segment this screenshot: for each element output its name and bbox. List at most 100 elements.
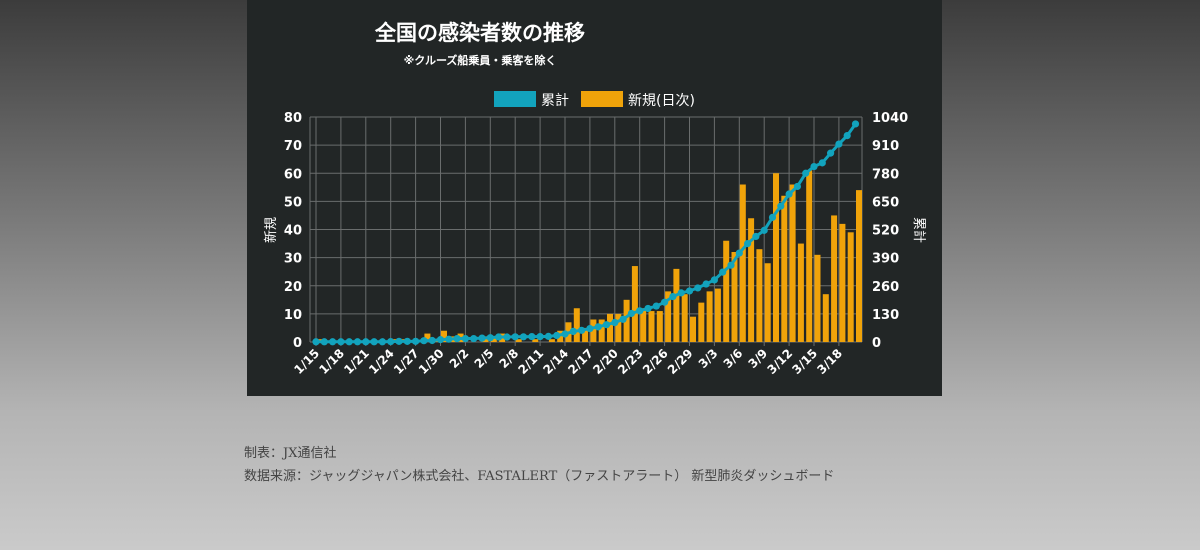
bar-new-2/28	[681, 294, 688, 342]
point-cumulative-3/11	[777, 202, 785, 210]
bar-new-1/28	[424, 333, 431, 342]
point-cumulative-1/30	[436, 336, 445, 344]
bar-new-3/6	[739, 184, 746, 342]
x-tick-label: 3/12	[765, 346, 796, 377]
bar-new-3/11	[781, 195, 788, 342]
bar-new-3/16	[822, 294, 829, 342]
point-cumulative-2/7	[503, 333, 511, 341]
point-cumulative-1/25	[395, 337, 403, 345]
footer-source: 数据来源：ジャッグジャパン株式会社、FASTALERT（ファストアラート） 新型…	[244, 469, 835, 484]
footer-credit: 制表：JX通信社	[244, 446, 337, 461]
legend-swatch-new	[581, 91, 623, 107]
y-right-tick-label: 1040	[872, 111, 908, 126]
point-cumulative-2/10	[528, 332, 536, 341]
legend-label-new: 新規(日次)	[628, 93, 695, 109]
bar-new-3/18	[839, 223, 846, 342]
x-tick-label: 1/18	[316, 346, 347, 377]
bar-new-2/24	[648, 311, 655, 342]
point-cumulative-3/19	[843, 132, 851, 140]
bar-new-2/21	[623, 299, 630, 342]
point-cumulative-2/3	[470, 334, 478, 343]
point-cumulative-3/14	[802, 169, 810, 177]
x-tick-label: 3/6	[721, 346, 746, 371]
bar-new-3/9	[764, 263, 771, 342]
point-cumulative-2/29	[685, 287, 694, 295]
chart-panel: 全国の感染者数の推移 ※クルーズ船乗員・乗客を除く 累計 新規(日次) 新規 累…	[247, 0, 942, 396]
point-cumulative-2/15	[569, 327, 577, 335]
y-right-tick-label: 130	[872, 308, 899, 323]
point-cumulative-2/27	[669, 292, 677, 301]
point-cumulative-3/20	[851, 120, 860, 128]
x-tick-label: 2/20	[590, 346, 621, 377]
point-cumulative-2/14	[561, 330, 569, 338]
point-cumulative-2/8	[511, 333, 519, 341]
x-tick-label: 2/5	[472, 346, 497, 371]
point-cumulative-1/18	[337, 338, 345, 346]
bar-new-3/4	[723, 240, 730, 342]
point-cumulative-2/24	[644, 304, 652, 313]
bar-new-3/7	[748, 218, 755, 342]
bar-new-3/15	[814, 254, 821, 342]
bar-new-3/2	[706, 291, 713, 342]
point-cumulative-2/18	[594, 323, 602, 331]
point-cumulative-3/12	[785, 190, 793, 198]
y-right-tick-label: 390	[872, 252, 899, 267]
bar-new-2/22	[631, 266, 638, 342]
point-cumulative-3/8	[752, 232, 760, 241]
point-cumulative-1/28	[420, 337, 428, 345]
point-cumulative-2/9	[519, 333, 528, 341]
point-cumulative-2/22	[627, 309, 635, 318]
point-cumulative-2/2	[461, 334, 469, 343]
bar-new-2/18	[598, 319, 605, 342]
point-cumulative-2/20	[611, 318, 619, 327]
bar-new-2/26	[665, 291, 672, 342]
bar-new-3/10	[773, 173, 779, 342]
point-cumulative-2/5	[486, 334, 494, 342]
point-cumulative-2/23	[636, 307, 644, 315]
bar-new-2/23	[640, 308, 647, 342]
y-left-tick-label: 60	[284, 167, 302, 182]
bar-new-3/17	[831, 215, 838, 342]
point-cumulative-3/9	[760, 226, 768, 234]
point-cumulative-1/29	[428, 336, 436, 345]
y-axis-right-label: 累計	[911, 217, 927, 243]
x-tick-label: 3/3	[696, 346, 721, 371]
point-cumulative-1/20	[353, 338, 362, 346]
x-tick-label: 2/2	[447, 346, 472, 371]
bar-new-2/5	[490, 336, 497, 342]
y-right-tick-label: 650	[872, 195, 899, 210]
y-left-tick-label: 70	[284, 139, 302, 154]
point-cumulative-1/21	[362, 338, 370, 346]
y-left-tick-label: 20	[284, 280, 302, 295]
y-left-tick-label: 80	[284, 111, 302, 126]
bar-new-3/8	[756, 249, 763, 342]
bar-new-3/12	[789, 184, 796, 342]
point-cumulative-1/22	[370, 338, 378, 346]
point-cumulative-3/7	[744, 239, 752, 248]
y-right-tick-label: 260	[872, 280, 899, 295]
x-tick-label: 2/23	[615, 346, 646, 377]
bar-new-2/15	[573, 308, 580, 342]
y-right-tick-label: 520	[872, 224, 899, 239]
chart-title: 全国の感染者数の推移	[374, 21, 585, 45]
y-right-tick-label: 780	[872, 167, 899, 182]
x-tick-label: 2/29	[665, 346, 696, 377]
point-cumulative-3/6	[735, 249, 743, 257]
point-cumulative-3/17	[827, 149, 835, 157]
y-right-tick-label: 0	[872, 336, 881, 351]
point-cumulative-2/19	[602, 321, 611, 329]
bar-new-1/30	[441, 330, 447, 342]
x-tick-label: 1/27	[391, 346, 422, 377]
y-left-tick-label: 50	[284, 195, 302, 210]
point-cumulative-1/15	[312, 338, 320, 346]
point-cumulative-2/1	[453, 334, 461, 343]
bar-new-3/13	[797, 243, 804, 342]
point-cumulative-1/31	[445, 335, 453, 343]
point-cumulative-2/21	[619, 315, 627, 323]
bar-new-2/20	[615, 313, 622, 342]
point-cumulative-2/17	[586, 324, 594, 333]
point-cumulative-2/26	[661, 298, 669, 306]
x-tick-label: 2/11	[516, 346, 547, 377]
bar-new-2/19	[607, 313, 613, 342]
bar-new-2/17	[590, 319, 597, 342]
